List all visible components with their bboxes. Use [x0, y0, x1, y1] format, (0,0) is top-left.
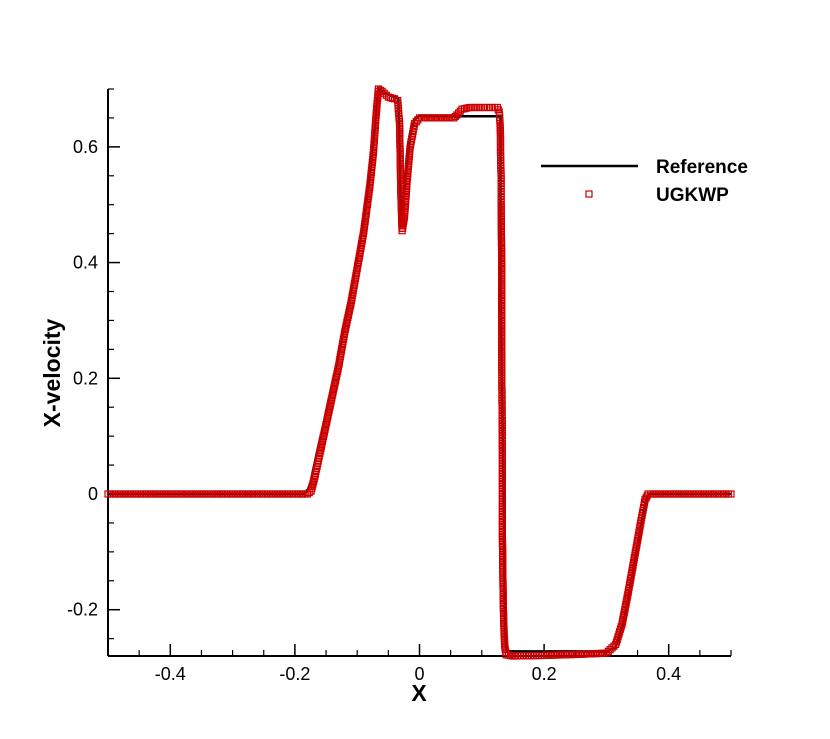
series-markers-ugkwp	[104, 85, 735, 660]
x-tick-label: -0.4	[155, 664, 186, 684]
data-point	[414, 116, 422, 124]
series-line-reference	[108, 87, 731, 653]
plot-series	[104, 85, 735, 660]
data-point	[494, 106, 502, 114]
data-point	[316, 447, 324, 455]
data-point	[310, 477, 318, 486]
x-tick-label: 0	[414, 664, 424, 684]
data-point	[322, 421, 330, 429]
data-point	[346, 304, 354, 312]
legend-ugkwp-marker	[585, 190, 593, 198]
y-tick-label: 0	[88, 484, 98, 504]
data-point	[325, 408, 333, 417]
axes: -0.4 -0.2 0 0.2 0.4 -0.2 0 0.2 0.4 0.6	[67, 88, 732, 684]
y-axis-title: X-velocity	[39, 318, 65, 427]
x-axis-title: X	[411, 680, 427, 706]
data-point	[307, 487, 315, 495]
x-tick-label: 0.2	[532, 664, 557, 684]
data-point	[319, 435, 327, 443]
y-tick-label: 0.4	[73, 253, 98, 273]
data-point	[309, 480, 317, 488]
data-point	[493, 103, 501, 112]
data-point	[386, 94, 394, 102]
data-point	[378, 87, 386, 95]
data-point	[374, 85, 382, 93]
x-tick-label: 0.4	[656, 664, 681, 684]
data-point	[343, 316, 351, 324]
x-tick-label: -0.2	[279, 664, 310, 684]
y-tick-label: -0.2	[67, 600, 98, 620]
data-point	[330, 384, 338, 392]
y-tick-label: 0.6	[73, 137, 98, 157]
data-point	[727, 490, 735, 498]
data-point	[642, 494, 650, 502]
legend-reference-label: Reference	[656, 157, 748, 178]
legend-ugkwp-label: UGKWP	[656, 185, 729, 206]
data-point	[380, 89, 388, 97]
legend: Reference UGKWP	[541, 157, 748, 206]
y-tick-label: 0.2	[73, 368, 98, 388]
data-point	[308, 482, 316, 490]
